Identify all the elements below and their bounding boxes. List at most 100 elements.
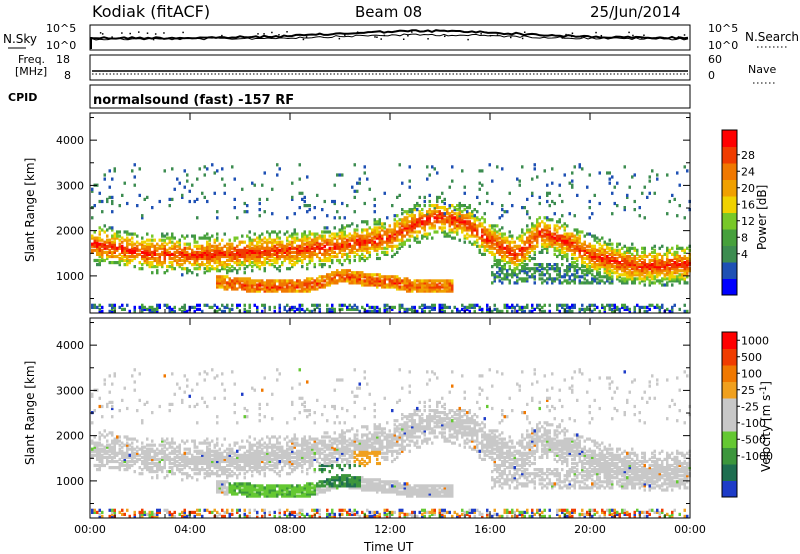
power-cell (318, 303, 321, 307)
velocity-cell (156, 466, 159, 470)
power-cell (448, 224, 451, 228)
power-cell (441, 228, 444, 232)
freq-label: Freq. (18, 53, 45, 66)
velocity-cell (133, 461, 136, 466)
power-cell (108, 238, 111, 242)
power-cell (681, 248, 684, 252)
power-cell (423, 279, 426, 283)
power-cell (653, 263, 656, 267)
power-cell (251, 254, 254, 259)
power-cell (156, 252, 159, 256)
power-cell (571, 244, 574, 248)
velocity-cell (148, 447, 151, 451)
power-cell (381, 226, 384, 230)
power-cell (441, 279, 444, 283)
power-cell (478, 181, 481, 185)
power-cell (416, 236, 419, 240)
power-cell (248, 279, 251, 283)
power-cell (328, 265, 331, 269)
power-cell (113, 242, 116, 246)
power-cell (501, 238, 504, 242)
power-cell (561, 254, 564, 259)
velocity-cell (113, 439, 116, 443)
power-cell (156, 305, 159, 309)
power-cell (248, 283, 251, 287)
power-cell (538, 269, 541, 273)
power-cell (203, 256, 206, 261)
power-cell (248, 248, 251, 252)
power-cell (233, 236, 236, 240)
power-cell (586, 250, 589, 254)
power-cell (106, 244, 109, 248)
power-cell (471, 224, 474, 228)
power-cell (621, 279, 624, 283)
power-cell (123, 181, 126, 185)
power-cell (388, 236, 391, 240)
power-cell (378, 222, 381, 226)
power-cell (486, 248, 489, 252)
power-cell (458, 204, 461, 208)
velocity-cell (181, 455, 184, 459)
power-cell (331, 242, 334, 246)
power-cell (608, 238, 611, 242)
power-cell (196, 254, 199, 259)
power-cell (261, 261, 264, 265)
power-cell (533, 252, 536, 256)
power-cell (153, 309, 156, 313)
power-cell (263, 305, 266, 309)
power-cell (288, 242, 291, 246)
power-cell (98, 309, 101, 313)
power-cell (316, 232, 319, 236)
power-cell (298, 258, 301, 263)
velocity-cell (98, 459, 101, 464)
power-cell (246, 277, 249, 281)
power-cell (483, 244, 486, 248)
power-cell (353, 189, 356, 193)
power-cell (621, 305, 624, 309)
power-cell (228, 252, 231, 256)
power-cell (201, 263, 204, 267)
velocity-cell (178, 447, 181, 451)
power-cell (413, 214, 416, 218)
power-cell (368, 240, 371, 244)
power-cell (421, 234, 424, 238)
power-cell (418, 224, 421, 228)
power-cell (471, 232, 474, 236)
power-cell (258, 256, 261, 261)
power-cell (671, 263, 674, 267)
power-cell (563, 275, 566, 279)
velocity-cell (183, 374, 186, 378)
power-cell (286, 246, 289, 250)
power-cell (676, 279, 679, 283)
power-cell (493, 307, 496, 311)
power-cell (493, 224, 496, 228)
velocity-cell (148, 514, 151, 518)
power-cell (591, 250, 594, 254)
power-cell (231, 252, 234, 256)
power-cell (638, 269, 641, 273)
power-cell (468, 234, 471, 238)
velocity-cell (201, 451, 204, 455)
power-cell (573, 279, 576, 283)
velocity-cell (98, 447, 101, 451)
velocity-cell (141, 441, 144, 445)
power-cell (521, 206, 524, 210)
power-cell (213, 244, 216, 248)
power-cell (371, 277, 374, 281)
velocity-cell (136, 445, 139, 449)
power-cell (226, 248, 229, 252)
power-cell (376, 246, 379, 250)
power-cell (96, 238, 99, 242)
power-cell (461, 216, 464, 220)
power-cell (626, 267, 629, 271)
power-cell (458, 238, 461, 242)
velocity-cell (111, 459, 114, 464)
velocity-cell (188, 451, 191, 455)
velocity-cell (178, 449, 181, 453)
velocity-cell (193, 455, 196, 459)
power-cell (258, 208, 261, 212)
power-cell (526, 263, 529, 267)
power-cell (328, 246, 331, 250)
power-cell (568, 212, 571, 216)
power-cell (491, 265, 494, 269)
